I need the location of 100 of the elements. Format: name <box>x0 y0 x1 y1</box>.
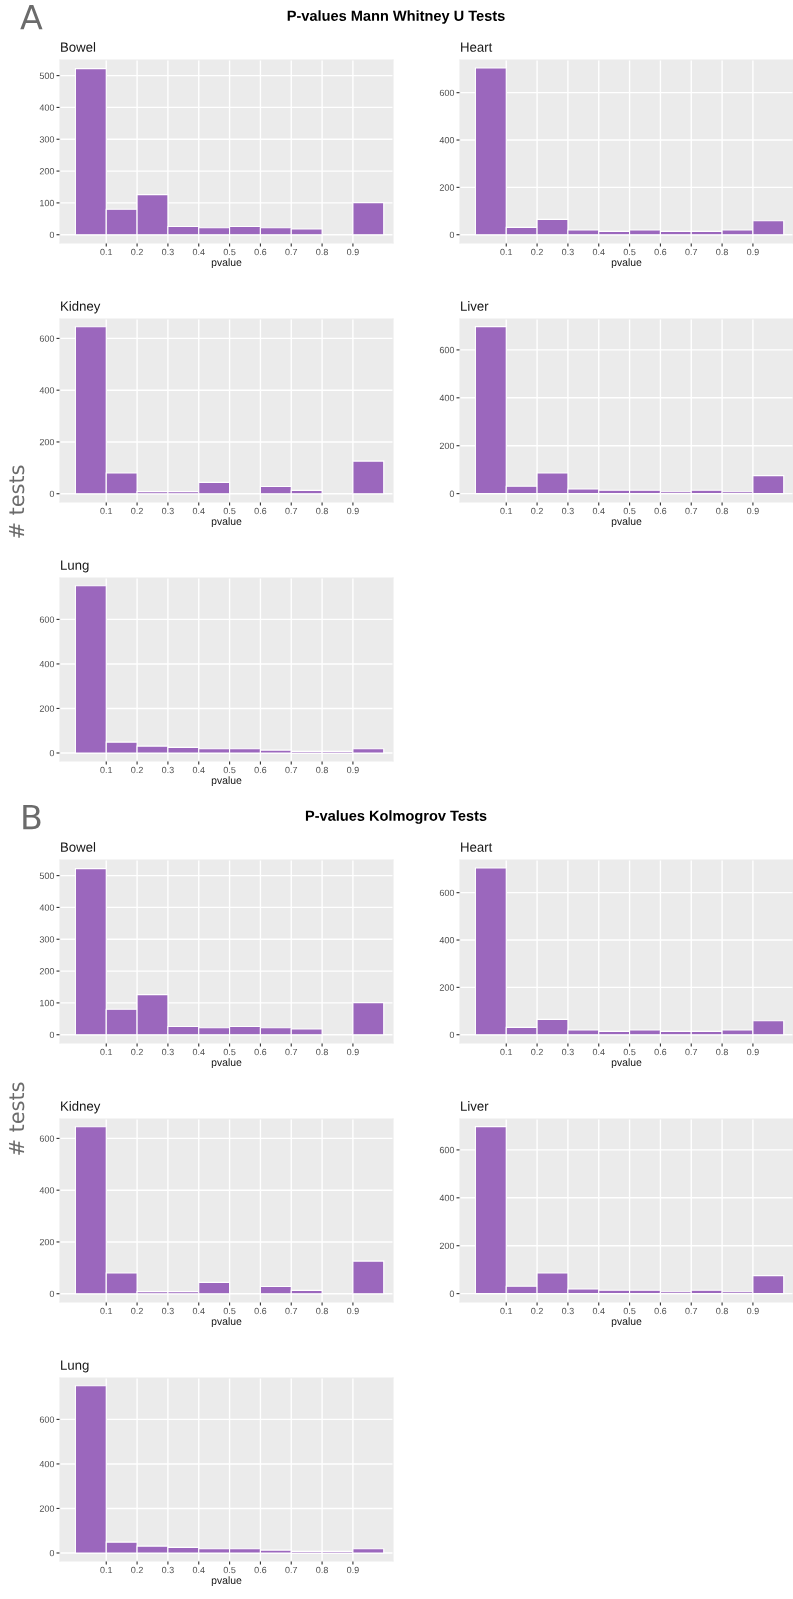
y-tick-label: 500 <box>39 72 55 79</box>
x-tick-label: 0.4 <box>592 1048 605 1056</box>
y-tick-label: 400 <box>39 104 55 111</box>
x-tick-label: 0.8 <box>716 1307 728 1315</box>
y-tick-label: 200 <box>439 442 455 450</box>
x-tick-label: 0.3 <box>161 1566 174 1574</box>
y-tick-label: 0 <box>49 1290 55 1298</box>
x-tick-label: 0.2 <box>531 1307 543 1315</box>
x-tick-label: 0.7 <box>685 1307 698 1315</box>
x-tick-label: 0.1 <box>500 1048 513 1056</box>
y-tick-label: 400 <box>439 394 455 402</box>
x-axis-title: pvalue <box>611 517 642 528</box>
x-tick-label: 0.9 <box>346 1307 359 1315</box>
x-tick-label: 0.2 <box>531 1048 543 1056</box>
chart-title: Heart <box>461 42 493 52</box>
x-tick-label: 0.5 <box>223 248 236 256</box>
x-axis-title: pvalue <box>611 258 642 269</box>
y-tick-label: 600 <box>39 335 55 342</box>
y-tick-label: 200 <box>439 984 455 991</box>
x-tick-label: 0.7 <box>685 1048 698 1056</box>
x-tick-label: 0.9 <box>346 1048 359 1056</box>
x-tick-label: 0.7 <box>685 248 698 256</box>
x-tick-label: 0.9 <box>746 1048 759 1056</box>
x-tick-label: 0.8 <box>316 1566 328 1574</box>
chart-title: Heart <box>461 842 493 852</box>
x-tick-label: 0.6 <box>254 1307 267 1315</box>
y-tick-label: 400 <box>39 1460 55 1468</box>
x-tick-label: 0.2 <box>131 1307 143 1315</box>
x-tick-label: 0.5 <box>623 248 636 256</box>
x-tick-label: 0.1 <box>100 1307 113 1315</box>
x-tick-label: 0.5 <box>223 1048 236 1056</box>
x-tick-label: 0.2 <box>131 766 143 774</box>
y-tick-label: 600 <box>439 346 455 354</box>
x-tick-label: 0.3 <box>161 766 174 774</box>
y-tick-label: 600 <box>439 1146 455 1154</box>
x-tick-label: 0.8 <box>316 1307 328 1315</box>
y-tick-label: 200 <box>39 438 55 446</box>
x-tick-label: 0.3 <box>161 1048 174 1056</box>
chart-title: Lung <box>61 1360 89 1373</box>
chart-title: Bowel <box>61 842 96 852</box>
text: A <box>20 4 43 30</box>
y-tick-label: 300 <box>39 136 55 143</box>
x-tick-label: 0.4 <box>192 766 205 774</box>
x-tick-label: 0.8 <box>316 507 328 515</box>
x-tick-label: 0.3 <box>161 507 174 515</box>
x-tick-label: 0.4 <box>592 1307 605 1315</box>
x-tick-label: 0.1 <box>100 766 113 774</box>
x-tick-label: 0.1 <box>100 1048 113 1056</box>
y-tick-label: 200 <box>39 1238 55 1246</box>
x-tick-label: 0.4 <box>192 1307 205 1315</box>
x-tick-label: 0.8 <box>316 248 328 256</box>
y-tick-label: 0 <box>49 231 55 239</box>
x-tick-label: 0.6 <box>254 507 267 515</box>
y-tick-label: 0 <box>449 1290 455 1297</box>
x-tick-label: 0.2 <box>131 1566 143 1574</box>
y-tick-label: 600 <box>439 89 455 97</box>
chart-title: Lung <box>61 560 89 573</box>
text: B <box>23 804 41 830</box>
x-tick-label: 0.3 <box>561 507 574 515</box>
x-tick-label: 0.5 <box>623 1048 636 1056</box>
x-tick-label: 0.9 <box>346 507 359 515</box>
x-tick-label: 0.4 <box>192 507 205 515</box>
x-tick-label: 0.2 <box>131 507 143 515</box>
x-tick-label: 0.4 <box>192 1566 205 1574</box>
x-tick-label: 0.6 <box>654 1048 667 1056</box>
x-tick-label: 0.9 <box>746 1307 759 1315</box>
x-tick-label: 0.8 <box>716 248 728 256</box>
x-tick-label: 0.7 <box>285 1566 298 1574</box>
y-tick-label: 600 <box>439 889 455 897</box>
chart-title: Bowel <box>61 42 96 52</box>
x-tick-label: 0.9 <box>346 766 359 774</box>
x-axis-title: pvalue <box>211 517 242 528</box>
x-tick-label: 0.4 <box>192 1048 205 1056</box>
x-axis-title: pvalue <box>611 1058 642 1069</box>
y-tick-label: 500 <box>39 872 55 879</box>
text: P-values Kolmogrov Tests <box>305 810 487 824</box>
x-tick-label: 0.1 <box>500 1307 513 1315</box>
x-tick-label: 0.9 <box>746 507 759 515</box>
x-tick-label: 0.6 <box>254 1566 267 1574</box>
x-tick-label: 0.5 <box>223 507 236 515</box>
y-tick-label: 400 <box>39 904 55 911</box>
y-tick-label: 400 <box>39 660 55 668</box>
x-tick-label: 0.8 <box>716 1048 728 1056</box>
x-tick-label: 0.9 <box>346 1566 359 1574</box>
x-tick-label: 0.4 <box>592 507 605 515</box>
y-tick-label: 0 <box>49 490 55 498</box>
x-tick-label: 0.7 <box>285 248 298 256</box>
x-tick-label: 0.6 <box>254 248 267 256</box>
chart-title: Kidney <box>61 1101 101 1114</box>
x-tick-label: 0.7 <box>285 1048 298 1056</box>
x-tick-label: 0.6 <box>654 507 667 515</box>
x-tick-label: 0.7 <box>285 507 298 515</box>
x-tick-label: 0.5 <box>223 1566 236 1574</box>
x-tick-label: 0.1 <box>100 507 113 515</box>
y-tick-label: 400 <box>439 1194 455 1202</box>
x-tick-label: 0.6 <box>254 1048 267 1056</box>
x-axis-title: pvalue <box>211 776 242 787</box>
y-tick-label: 400 <box>439 936 455 944</box>
x-tick-label: 0.4 <box>592 248 605 256</box>
y-axis-title: # tests <box>9 465 25 538</box>
